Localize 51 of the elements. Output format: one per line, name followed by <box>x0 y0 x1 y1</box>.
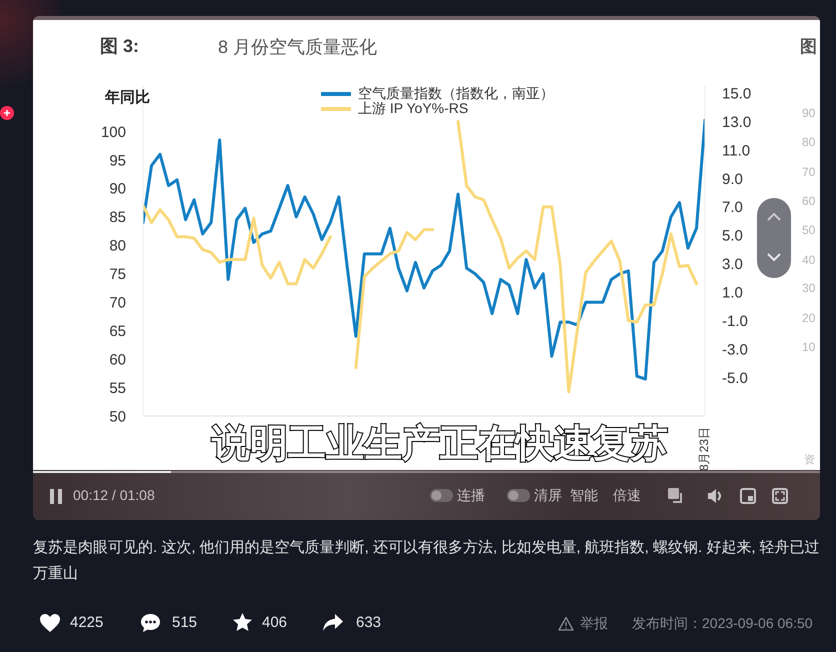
text: 连播 <box>457 487 485 505</box>
text: 40 <box>802 253 816 267</box>
text: 资 <box>804 453 815 467</box>
text: 00:12 / 01:08 <box>73 487 155 503</box>
text: 图 <box>800 36 817 58</box>
text: 智能 <box>570 487 598 505</box>
y2-tick-label: 15.0 <box>722 85 752 102</box>
y-tick-label: 70 <box>109 294 126 312</box>
y2-tick-label: 13.0 <box>722 114 752 131</box>
text: 20 <box>802 311 816 325</box>
y2-tick-label: 5.0 <box>722 228 743 245</box>
text: 4225 <box>70 614 104 631</box>
text: 举报 <box>580 615 608 633</box>
text: 发布时间：2023-09-06 06:50 <box>632 615 813 633</box>
y2-tick-label: -1.0 <box>722 313 748 330</box>
y-tick-label: 60 <box>109 351 126 368</box>
text: 倍速 <box>613 487 641 505</box>
text: 清屏 <box>534 487 562 505</box>
y-axis-title: 年同比 <box>105 88 150 107</box>
y-tick-label: 85 <box>109 209 126 226</box>
text: 10 <box>802 340 816 354</box>
y-tick-label: 75 <box>109 266 126 284</box>
text: 633 <box>356 614 382 631</box>
y-tick-label: 80 <box>109 238 126 255</box>
y2-tick-label: -5.0 <box>722 370 748 387</box>
y-tick-label: 55 <box>109 380 126 397</box>
text: 50 <box>802 223 816 237</box>
y-tick-label: 95 <box>109 152 126 170</box>
y2-tick-label: 9.0 <box>722 170 743 188</box>
y2-tick-label: 3.0 <box>722 256 743 274</box>
y2-tick-label: 1.0 <box>722 284 743 302</box>
y-tick-label: 50 <box>109 408 126 426</box>
text: 复苏是肉眼可见的. 这次, 他们用的是空气质量判断, 还可以有很多方法, 比如发电量, 航班指数, 螺纹钢. 好起来, 轻舟已过万重山 <box>33 538 821 584</box>
y2-tick-label: -3.0 <box>722 341 748 358</box>
text: 90 <box>802 106 816 120</box>
legend-label: 空气质量指数（指数化，南亚） <box>358 85 554 101</box>
y-tick-label: 90 <box>109 180 126 198</box>
text: 80 <box>802 135 816 149</box>
y2-tick-label: 7.0 <box>722 199 743 216</box>
text: 60 <box>802 194 816 208</box>
legend-label: 上游 IP YoY%-RS <box>358 100 468 116</box>
chart-title: 8 月份空气质量恶化 <box>218 36 378 59</box>
text: 30 <box>802 281 816 295</box>
y2-tick-label: 11.0 <box>722 142 750 160</box>
y-tick-label: 65 <box>109 322 126 340</box>
text: 说明工业生产正在快速复苏 <box>212 423 668 465</box>
text: 515 <box>172 614 198 631</box>
caption: 图 3: <box>100 35 140 58</box>
text: 406 <box>262 614 288 631</box>
y-tick-label: 100 <box>100 124 126 141</box>
text: 70 <box>802 165 816 179</box>
